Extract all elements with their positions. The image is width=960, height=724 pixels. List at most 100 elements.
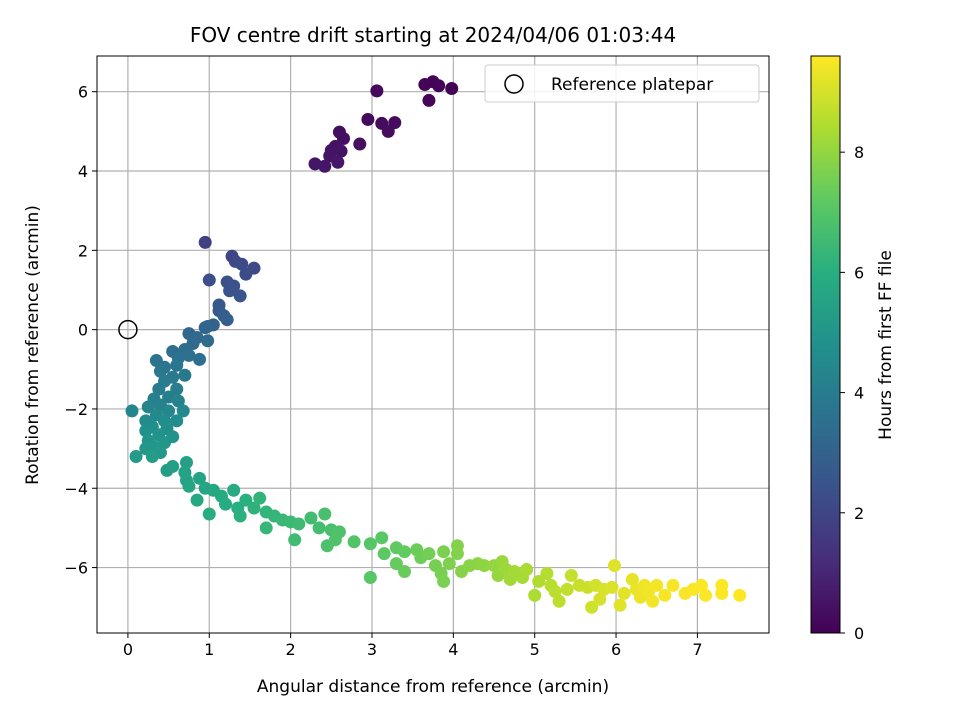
data-point xyxy=(158,436,172,450)
data-point xyxy=(182,348,196,362)
data-point xyxy=(658,588,672,602)
data-point xyxy=(223,284,237,298)
data-point xyxy=(331,155,345,169)
data-point xyxy=(381,124,395,138)
y-tick-label: 4 xyxy=(78,162,88,181)
x-tick-label: 1 xyxy=(204,640,214,659)
data-point xyxy=(171,394,185,408)
data-point xyxy=(694,578,708,592)
data-point xyxy=(422,93,436,107)
data-point xyxy=(308,157,322,171)
data-point xyxy=(442,557,456,571)
data-point xyxy=(247,501,261,515)
data-point xyxy=(202,273,216,287)
data-point xyxy=(201,334,215,348)
data-point xyxy=(437,574,451,588)
data-point xyxy=(398,565,412,579)
x-axis-ticks: 0 1 2 3 4 5 6 7 xyxy=(123,633,703,659)
data-point xyxy=(650,578,664,592)
colorbar-tick-label: 2 xyxy=(854,504,864,523)
x-tick-label: 5 xyxy=(530,640,540,659)
data-point xyxy=(166,459,180,473)
data-point xyxy=(304,511,318,525)
data-point xyxy=(129,450,143,464)
plot-frame xyxy=(96,55,770,634)
data-point xyxy=(139,424,153,438)
x-tick-label: 3 xyxy=(367,640,377,659)
data-point xyxy=(219,497,233,511)
data-point xyxy=(585,600,599,614)
y-tick-label: −6 xyxy=(64,559,88,578)
x-axis-label: Angular distance from reference (arcmin) xyxy=(257,677,609,697)
data-point xyxy=(170,414,184,428)
y-axis-label: Rotation from reference (arcmin) xyxy=(23,205,43,485)
data-point xyxy=(560,582,574,596)
data-point xyxy=(153,364,167,378)
data-point xyxy=(202,507,216,521)
data-points xyxy=(125,75,747,614)
data-point xyxy=(145,450,159,464)
data-point xyxy=(288,533,302,547)
data-point xyxy=(733,588,747,602)
data-point xyxy=(363,537,377,551)
data-point xyxy=(625,572,639,586)
data-point xyxy=(432,79,446,93)
data-point xyxy=(182,479,196,493)
data-point xyxy=(398,545,412,559)
colorbar-tick-label: 6 xyxy=(854,263,864,282)
colorbar-gradient xyxy=(810,55,841,634)
data-point xyxy=(176,404,190,418)
data-point xyxy=(605,580,619,594)
y-tick-label: 6 xyxy=(78,83,88,102)
y-tick-label: 0 xyxy=(78,321,88,340)
data-point xyxy=(239,267,253,281)
data-point xyxy=(125,404,139,418)
y-tick-label: −4 xyxy=(64,479,88,498)
data-point xyxy=(334,144,348,158)
data-point xyxy=(715,586,729,600)
data-point xyxy=(259,521,273,535)
data-point xyxy=(361,112,375,126)
x-tick-label: 6 xyxy=(611,640,621,659)
x-tick-label: 4 xyxy=(448,640,458,659)
data-point xyxy=(235,257,249,271)
data-point xyxy=(363,570,377,584)
data-point xyxy=(422,547,436,561)
data-point xyxy=(312,521,326,535)
y-tick-label: 2 xyxy=(78,241,88,260)
data-point xyxy=(292,517,306,531)
colorbar-tick-label: 4 xyxy=(854,384,864,403)
data-point xyxy=(613,598,627,612)
legend-marker-icon xyxy=(504,74,524,94)
data-point xyxy=(375,531,389,545)
data-point xyxy=(337,131,351,145)
data-point xyxy=(347,535,361,549)
data-point xyxy=(179,455,193,469)
data-point xyxy=(418,78,432,92)
data-point xyxy=(193,471,207,485)
data-point xyxy=(699,588,713,602)
data-point xyxy=(233,289,247,303)
colorbar-tick-label: 0 xyxy=(854,624,864,643)
data-point xyxy=(646,594,660,608)
data-point xyxy=(162,390,176,404)
colorbar-ticks: 0 2 4 6 8 xyxy=(840,143,864,643)
data-point xyxy=(152,382,166,396)
x-tick-label: 2 xyxy=(286,640,296,659)
data-point xyxy=(552,594,566,608)
data-point xyxy=(227,483,241,497)
data-point xyxy=(170,382,184,396)
data-point xyxy=(198,235,212,249)
data-point xyxy=(253,491,267,505)
colorbar: 0 2 4 6 8 Hours from first FF file xyxy=(810,55,896,643)
data-point xyxy=(477,559,491,573)
data-point xyxy=(198,321,212,335)
data-point xyxy=(437,545,451,559)
legend: Reference platepar xyxy=(484,64,760,103)
data-point xyxy=(162,404,176,418)
data-point xyxy=(377,547,391,561)
colorbar-label: Hours from first FF file xyxy=(876,250,896,440)
data-point xyxy=(564,568,578,582)
data-point xyxy=(389,557,403,571)
data-point xyxy=(540,567,554,581)
